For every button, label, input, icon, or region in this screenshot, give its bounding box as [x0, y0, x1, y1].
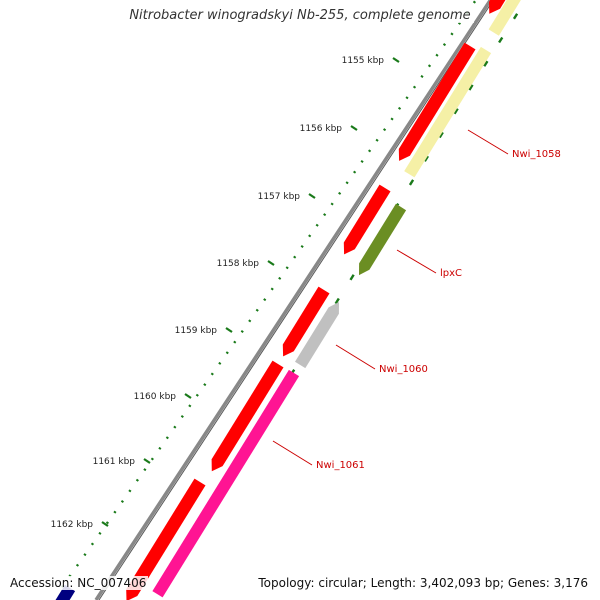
- genome-backbone: [94, 0, 493, 600]
- accession-label: Accession: NC_007406: [8, 576, 149, 590]
- scale-tick-label: 1158 kbp: [217, 259, 260, 269]
- gene-label-leader: [396, 249, 437, 274]
- genome-summary: Topology: circular; Length: 3,402,093 bp…: [256, 576, 590, 590]
- gene-label: Nwi_1060: [379, 364, 428, 375]
- forward-cds-arrow: [398, 42, 476, 161]
- feature-nwi-1061: [152, 369, 300, 598]
- forward-cds-arrow: [282, 286, 330, 357]
- scale-tick-mark: [184, 393, 192, 399]
- map-title: Nitrobacter winogradskyi Nb-255, complet…: [126, 8, 474, 23]
- scale-tick-mark: [101, 521, 109, 527]
- scale-tick-mark: [267, 260, 275, 266]
- scale-tick-mark: [308, 193, 316, 199]
- gene-label-leader: [467, 129, 509, 155]
- map-title-container: Nitrobacter winogradskyi Nb-255, complet…: [0, 8, 600, 23]
- scale-tick-mark: [350, 125, 358, 131]
- forward-cds-arrow: [211, 360, 284, 472]
- scale-tick-mark: [392, 57, 400, 63]
- forward-cds-arrow: [343, 184, 391, 255]
- scale-tick-label: 1156 kbp: [300, 124, 343, 134]
- gene-label: Nwi_1061: [316, 460, 365, 471]
- feature-nwi-1058-cap: [488, 0, 521, 36]
- feature-lpxc: [359, 203, 407, 276]
- feature-nwi-1058: [404, 46, 492, 178]
- scale-tick-label: 1157 kbp: [258, 192, 301, 202]
- gene-label: Nwi_1058: [512, 149, 561, 160]
- scale-tick-label: 1159 kbp: [175, 326, 218, 336]
- forward-cds-arrow: [489, 0, 506, 14]
- scale-tick-label: 1160 kbp: [134, 392, 177, 402]
- scale-tick-label: 1161 kbp: [93, 457, 136, 467]
- gene-label-leader: [272, 440, 313, 466]
- gene-label: lpxC: [440, 268, 462, 279]
- scale-tick-label: 1155 kbp: [342, 56, 385, 66]
- scale-tick-mark: [225, 327, 233, 333]
- genome-backbone-edge: [98, 0, 495, 600]
- forward-cds-arrow: [126, 478, 206, 600]
- minor-tick-ring: [59, 0, 478, 591]
- scale-tick-label: 1162 kbp: [51, 520, 94, 530]
- feature-nwi-1060: [295, 302, 339, 369]
- gene-label-leader: [335, 344, 376, 370]
- scale-tick-mark: [143, 458, 151, 464]
